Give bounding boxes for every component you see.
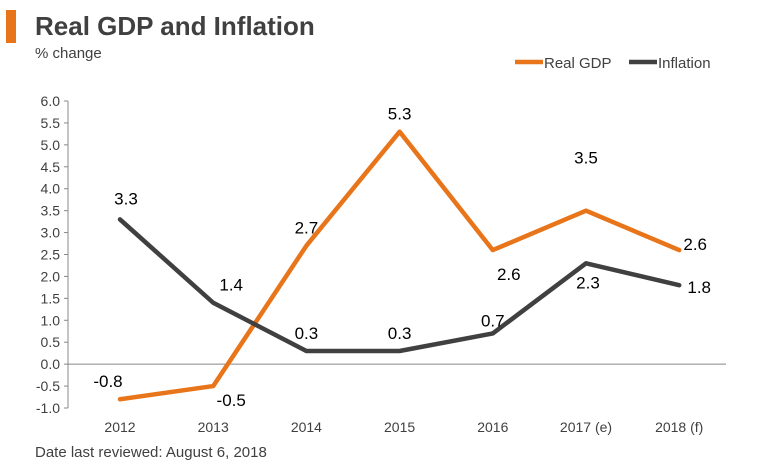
data-label-real-gdp: 2.7 bbox=[295, 219, 319, 238]
title-accent-bar bbox=[6, 10, 16, 43]
y-tick-label: -0.5 bbox=[36, 378, 60, 394]
data-labels: -0.8 -0.5 2.7 5.3 2.6 3.5 2.6 3.3 1.4 0.3 0.3 0.7 2.… bbox=[93, 105, 711, 410]
y-tick-label: -1.0 bbox=[36, 400, 60, 416]
y-tick-label: 2.0 bbox=[41, 268, 61, 284]
data-label-inflation: 3.3 bbox=[114, 189, 138, 208]
x-tick-label: 2013 bbox=[198, 419, 229, 435]
y-tick-label: 3.0 bbox=[41, 225, 61, 241]
y-tick-label: 1.0 bbox=[41, 312, 61, 328]
y-axis: -1.0 -0.5 0.0 0.5 1.0 1.5 2.0 2.5 3.0 3.5 4.0 4.5 5.… bbox=[36, 93, 69, 416]
y-tick-label: 4.5 bbox=[41, 159, 61, 175]
x-tick-label: 2016 bbox=[477, 419, 508, 435]
y-tick-label: 0.5 bbox=[41, 334, 61, 350]
y-tick-label: 5.5 bbox=[41, 115, 61, 131]
data-label-inflation: 1.4 bbox=[219, 276, 243, 295]
chart-title: Real GDP and Inflation bbox=[35, 11, 315, 41]
data-label-real-gdp: -0.8 bbox=[93, 372, 122, 391]
chart-subtitle: % change bbox=[35, 45, 102, 62]
x-tick-label: 2012 bbox=[104, 419, 135, 435]
y-tick-label: 3.5 bbox=[41, 203, 61, 219]
y-tick-label: 6.0 bbox=[41, 93, 61, 109]
series-lines bbox=[117, 129, 682, 402]
y-tick-label: 2.5 bbox=[41, 247, 61, 263]
legend-label-real-gdp: Real GDP bbox=[544, 55, 612, 72]
y-tick-label: 5.0 bbox=[41, 137, 61, 153]
x-tick-label: 2018 (f) bbox=[655, 419, 703, 435]
x-axis: 2012 2013 2014 2015 2016 2017 (e) 2018 (f) bbox=[68, 363, 726, 435]
series-line-inflation bbox=[117, 217, 682, 354]
data-label-real-gdp: -0.5 bbox=[217, 391, 246, 410]
x-tick-label: 2017 (e) bbox=[560, 419, 612, 435]
data-label-real-gdp: 2.6 bbox=[683, 235, 707, 254]
data-label-real-gdp: 5.3 bbox=[388, 105, 412, 124]
series-line-real-gdp bbox=[117, 129, 682, 402]
y-tick-label: 1.5 bbox=[41, 290, 61, 306]
y-tick-label: 4.0 bbox=[41, 181, 61, 197]
data-label-inflation: 0.3 bbox=[388, 324, 412, 343]
data-label-inflation: 1.8 bbox=[687, 278, 711, 297]
data-label-real-gdp: 3.5 bbox=[574, 149, 598, 168]
x-tick-label: 2015 bbox=[384, 419, 415, 435]
x-tick-label: 2014 bbox=[291, 419, 322, 435]
legend: Real GDP Inflation bbox=[515, 55, 711, 72]
data-label-inflation: 0.3 bbox=[295, 324, 319, 343]
footer-date-reviewed: Date last reviewed: August 6, 2018 bbox=[35, 444, 267, 461]
data-label-inflation: 0.7 bbox=[481, 311, 505, 330]
y-tick-label: 0.0 bbox=[41, 356, 61, 372]
data-label-real-gdp: 2.6 bbox=[497, 265, 521, 284]
data-label-inflation: 2.3 bbox=[576, 273, 600, 292]
legend-label-inflation: Inflation bbox=[658, 55, 711, 72]
